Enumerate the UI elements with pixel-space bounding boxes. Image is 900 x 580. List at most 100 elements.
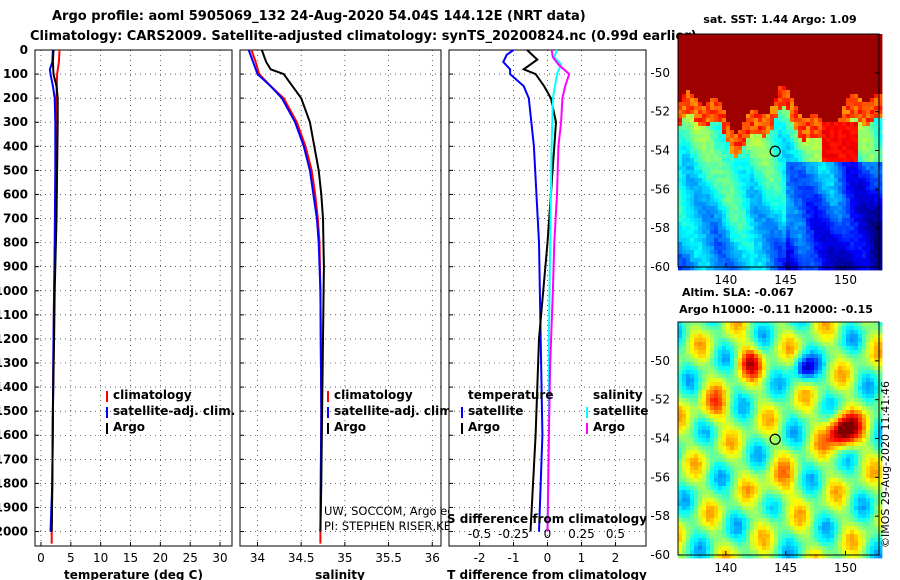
map-cell xyxy=(878,430,883,435)
map-cell xyxy=(870,218,875,223)
map-cell xyxy=(686,158,691,163)
map-cell xyxy=(846,110,851,115)
map-cell xyxy=(682,58,687,63)
map-cell xyxy=(766,214,771,219)
map-cell xyxy=(806,82,811,87)
map-cell xyxy=(742,178,747,183)
map-cell xyxy=(798,202,803,207)
map-cell xyxy=(706,154,711,159)
map-cell xyxy=(750,50,755,55)
map-cell xyxy=(690,406,695,411)
map-cell xyxy=(770,438,775,443)
map-cell xyxy=(762,326,767,331)
map-cell xyxy=(802,234,807,239)
map-cell xyxy=(726,366,731,371)
map-cell xyxy=(822,402,827,407)
map-cell xyxy=(718,394,723,399)
map-cell xyxy=(866,350,871,355)
map-cell xyxy=(682,210,687,215)
map-cell xyxy=(742,334,747,339)
map-cell xyxy=(822,246,827,251)
map-cell xyxy=(710,174,715,179)
map-cell xyxy=(738,70,743,75)
map-cell xyxy=(818,378,823,383)
map-cell xyxy=(774,58,779,63)
map-cell xyxy=(830,442,835,447)
map-cell xyxy=(878,446,883,451)
map-cell xyxy=(746,358,751,363)
map-cell xyxy=(718,38,723,43)
x-tick-label: 35 xyxy=(337,551,352,565)
map-cell xyxy=(790,366,795,371)
map-cell xyxy=(678,426,683,431)
map-cell xyxy=(862,418,867,423)
map-cell xyxy=(842,222,847,227)
map-cell xyxy=(818,358,823,363)
map-cell xyxy=(714,398,719,403)
map-cell xyxy=(682,402,687,407)
map-cell xyxy=(698,262,703,267)
map-cell xyxy=(678,322,683,327)
map-cell xyxy=(826,190,831,195)
sst-argo-location-marker xyxy=(769,145,781,157)
map-cell xyxy=(850,102,855,107)
map-cell xyxy=(874,450,879,455)
map-cell xyxy=(866,210,871,215)
map-cell xyxy=(814,138,819,143)
map-cell xyxy=(710,82,715,87)
map-cell xyxy=(806,158,811,163)
map-cell xyxy=(874,186,879,191)
map-cell xyxy=(698,118,703,123)
map-cell xyxy=(842,94,847,99)
map-cell xyxy=(814,262,819,267)
map-cell xyxy=(714,178,719,183)
map-cell xyxy=(686,422,691,427)
map-cell xyxy=(754,426,759,431)
map-cell xyxy=(742,382,747,387)
map-cell xyxy=(858,418,863,423)
map-cell xyxy=(710,62,715,67)
map-cell xyxy=(782,138,787,143)
map-cell xyxy=(730,214,735,219)
map-cell xyxy=(778,42,783,47)
map-cell xyxy=(810,254,815,259)
map-cell xyxy=(694,374,699,379)
map-cell xyxy=(718,74,723,79)
map-cell xyxy=(766,430,771,435)
map-cell xyxy=(762,138,767,143)
map-cell xyxy=(710,66,715,71)
map-cell xyxy=(770,434,775,439)
map-cell xyxy=(698,370,703,375)
map-cell xyxy=(726,146,731,151)
map-cell xyxy=(730,326,735,331)
map-cell xyxy=(802,46,807,51)
map-cell xyxy=(726,198,731,203)
map-cell xyxy=(818,134,823,139)
map-cell xyxy=(702,202,707,207)
map-cell xyxy=(822,434,827,439)
map-cell xyxy=(718,170,723,175)
map-cell xyxy=(762,202,767,207)
map-cell xyxy=(702,362,707,367)
map-cell xyxy=(694,206,699,211)
map-cell xyxy=(878,102,883,107)
map-cell xyxy=(698,170,703,175)
map-cell xyxy=(810,150,815,155)
map-cell xyxy=(754,354,759,359)
map-cell xyxy=(862,442,867,447)
map-cell xyxy=(714,406,719,411)
map-cell xyxy=(862,130,867,135)
map-cell xyxy=(770,162,775,167)
map-cell xyxy=(794,138,799,143)
map-cell xyxy=(686,198,691,203)
map-cell xyxy=(702,198,707,203)
map-cell xyxy=(746,450,751,455)
map-cell xyxy=(718,210,723,215)
map-cell xyxy=(714,50,719,55)
map-cell xyxy=(750,182,755,187)
map-cell xyxy=(790,418,795,423)
map-cell xyxy=(690,46,695,51)
map-cell xyxy=(770,66,775,71)
map-cell xyxy=(774,122,779,127)
map-cell xyxy=(862,398,867,403)
